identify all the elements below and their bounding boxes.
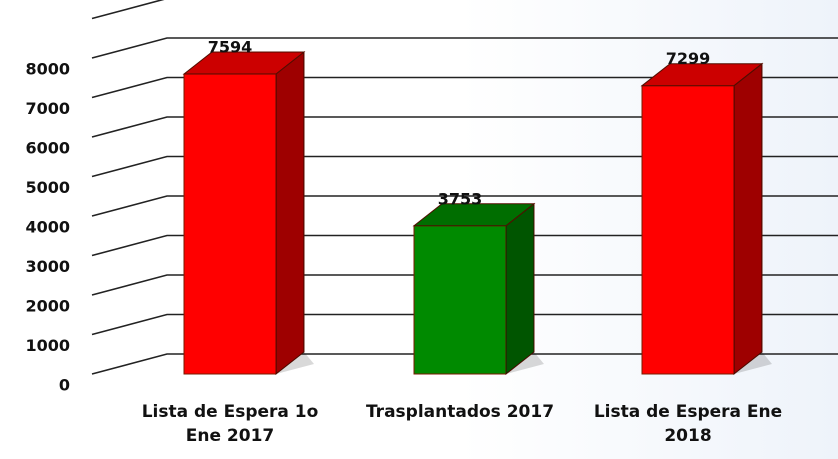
x-tick-label: Lista de Espera Ene 2018: [593, 402, 783, 446]
grid-line: [91, 234, 838, 257]
x-tick-label: Lista de Espera 1o Ene 2017: [141, 402, 319, 446]
grid-line: [91, 155, 838, 178]
grid-line: [91, 76, 838, 99]
value-label: 3753: [438, 189, 483, 208]
y-tick-label: 4000: [25, 218, 70, 237]
value-label: 7299: [666, 49, 711, 68]
grid-line: [91, 37, 838, 59]
bar: [641, 85, 735, 375]
grid-line: [91, 116, 838, 138]
value-label: 7594: [208, 38, 253, 57]
y-tick-label: 2000: [25, 297, 70, 316]
y-tick-label: 1000: [25, 336, 70, 355]
y-tick-label: 6000: [25, 139, 70, 158]
y-tick-label: 8000: [25, 60, 70, 79]
bar-top-shade: [642, 63, 762, 86]
bar-shadow: [734, 352, 772, 374]
bar: [413, 225, 507, 375]
bar-shadow: [276, 352, 314, 374]
grid-line: [91, 195, 838, 217]
grid-line: [91, 0, 165, 20]
y-tick-label: 5000: [25, 178, 70, 197]
bar-side-shade: [506, 203, 534, 374]
bar-shadow: [506, 352, 544, 374]
bar-side-shade: [276, 52, 304, 375]
bar-top-shade: [414, 203, 534, 226]
grid-line: [91, 274, 838, 296]
bar-top: [182, 51, 306, 75]
bar-side-shade: [734, 63, 762, 374]
x-tick-label: Trasplantados 2017: [365, 402, 555, 422]
grid-line: [91, 313, 838, 336]
y-tick-label: 3000: [25, 257, 70, 276]
bar: [183, 73, 277, 375]
bar-top: [640, 63, 764, 87]
y-tick-label: 7000: [25, 99, 70, 118]
grid-line: [91, 353, 838, 375]
y-tick-label: 0: [59, 376, 70, 395]
bar-top: [412, 203, 536, 227]
bar-top-shade: [184, 52, 304, 75]
